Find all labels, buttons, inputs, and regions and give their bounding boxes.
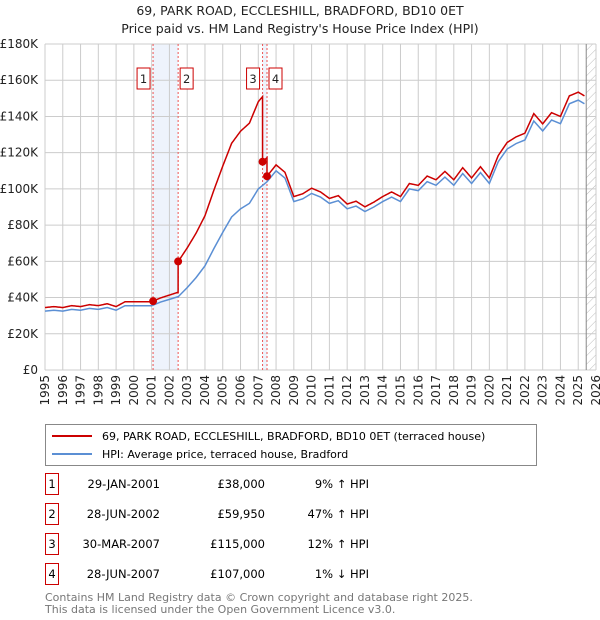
y-tick-label: £140K [0, 109, 39, 123]
sale-badge-number: 4 [272, 72, 279, 86]
x-tick-label: 2009 [287, 375, 301, 406]
sale-badge-number: 2 [183, 72, 190, 86]
x-tick-label: 2021 [500, 375, 514, 406]
sale-point-marker [258, 157, 267, 166]
footer-line-2: This data is licensed under the Open Gov… [45, 603, 396, 616]
sale-date: 28-JUN-2007 [86, 567, 160, 581]
x-tick-label: 1995 [38, 375, 52, 406]
x-tick-label: 2014 [376, 375, 390, 406]
x-tick-label: 2002 [162, 375, 176, 406]
y-tick-label: £60K [7, 254, 39, 268]
sale-number-badge: 3 [45, 533, 59, 555]
sale-badge-number: 1 [140, 72, 147, 86]
sale-badge-box [136, 67, 151, 90]
sale-price: £115,000 [210, 537, 265, 551]
sale-badge-number: 3 [249, 72, 256, 86]
footer: Contains HM Land Registry data © Crown c… [45, 592, 473, 616]
sale-marker-badge: 2 [179, 67, 194, 90]
price-legend-label: 69, PARK ROAD, ECCLESHILL, BRADFORD, BD1… [102, 429, 486, 443]
x-tick-label: 2003 [180, 375, 194, 406]
x-tick-label: 2022 [518, 375, 532, 406]
x-tick-label: 2011 [322, 375, 336, 406]
sale-hpi-diff: 9% ↑ HPI [314, 477, 369, 491]
sale-hpi-diff: 12% ↑ HPI [307, 537, 369, 551]
x-tick-label: 2012 [340, 375, 354, 406]
plot-area: £0 £20K £40K £60K £80K £100K £120K £140K £160K £1… [0, 37, 600, 406]
x-tick-label: 2010 [305, 375, 319, 406]
hpi-legend-label: HPI: Average price, terraced house, Brad… [102, 447, 349, 461]
y-tick-label: £160K [0, 73, 39, 87]
x-tick-label: 2005 [216, 375, 230, 406]
chart-subtitle: Price paid vs. HM Land Registry's House … [121, 21, 479, 36]
price-paid-line [44, 91, 585, 309]
x-tick-label: 2024 [553, 375, 567, 406]
sale-period-shade [153, 44, 179, 370]
price-legend-swatch [52, 435, 92, 437]
x-tick-label: 2008 [269, 375, 283, 406]
y-tick-label: £120K [0, 146, 39, 160]
chart-title: 69, PARK ROAD, ECCLESHILL, BRADFORD, BD1… [136, 3, 464, 18]
sale-date: 30-MAR-2007 [82, 537, 160, 551]
x-tick-label: 2006 [234, 375, 248, 406]
sale-marker-badge: 3 [246, 67, 261, 90]
x-tick-label: 2001 [145, 375, 159, 406]
sale-marker-badge: 4 [268, 67, 283, 90]
x-tick-label: 2007 [251, 375, 265, 406]
x-tick-label: 1996 [56, 375, 70, 406]
sale-badge-box [268, 67, 283, 90]
sale-point-marker [262, 172, 271, 181]
y-tick-label: £100K [0, 182, 39, 196]
x-tick-label: 2018 [447, 375, 461, 406]
x-tick-label: 1999 [109, 375, 123, 406]
x-tick-label: 1998 [91, 375, 105, 406]
sale-point-marker [174, 257, 183, 266]
hpi-line [44, 99, 585, 312]
y-tick-label: £20K [7, 327, 39, 341]
x-tick-label: 2017 [429, 375, 443, 406]
x-tick-label: 1997 [74, 375, 88, 406]
y-tick-label: £0 [23, 363, 38, 377]
legend: 69, PARK ROAD, ECCLESHILL, BRADFORD, BD1… [45, 424, 537, 466]
sale-badge-box [179, 67, 194, 90]
projection-hatch [586, 44, 596, 370]
sale-point-marker [149, 297, 158, 306]
sale-number-badge: 4 [45, 563, 59, 585]
x-tick-label: 2015 [393, 375, 407, 406]
x-tick-label: 2023 [536, 375, 550, 406]
hpi-legend-swatch [52, 453, 92, 455]
sale-row: 3 30-MAR-2007 £115,000 12% ↑ HPI [45, 533, 445, 555]
x-tick-label: 2020 [482, 375, 496, 406]
sale-hpi-diff: 1% ↓ HPI [314, 567, 369, 581]
x-tick-label: 2026 [589, 375, 600, 406]
sale-date: 29-JAN-2001 [87, 477, 161, 491]
x-tick-label: 2013 [358, 375, 372, 406]
sale-row: 2 28-JUN-2002 £59,950 47% ↑ HPI [45, 503, 445, 525]
sale-number-badge: 2 [45, 503, 59, 525]
y-tick-label: £80K [7, 218, 39, 232]
sale-price: £59,950 [217, 507, 265, 521]
sale-number-badge: 1 [45, 473, 59, 495]
x-tick-label: 2016 [411, 375, 425, 406]
sale-badge-box [246, 67, 261, 90]
sale-marker-badge: 1 [136, 67, 151, 90]
sale-row: 1 29-JAN-2001 £38,000 9% ↑ HPI [45, 473, 445, 495]
sale-price: £38,000 [217, 477, 265, 491]
sale-row: 4 28-JUN-2007 £107,000 1% ↓ HPI [45, 563, 445, 585]
sale-hpi-diff: 47% ↑ HPI [307, 507, 369, 521]
sale-date: 28-JUN-2002 [86, 507, 160, 521]
footer-line-1: Contains HM Land Registry data © Crown c… [45, 591, 473, 604]
y-tick-label: £180K [0, 37, 39, 51]
sale-period-shade [262, 44, 267, 370]
sale-price: £107,000 [210, 567, 265, 581]
x-tick-label: 2000 [127, 375, 141, 406]
x-tick-label: 2004 [198, 375, 212, 406]
x-tick-label: 2019 [465, 375, 479, 406]
y-tick-label: £40K [7, 291, 39, 305]
x-tick-label: 2025 [571, 375, 585, 406]
